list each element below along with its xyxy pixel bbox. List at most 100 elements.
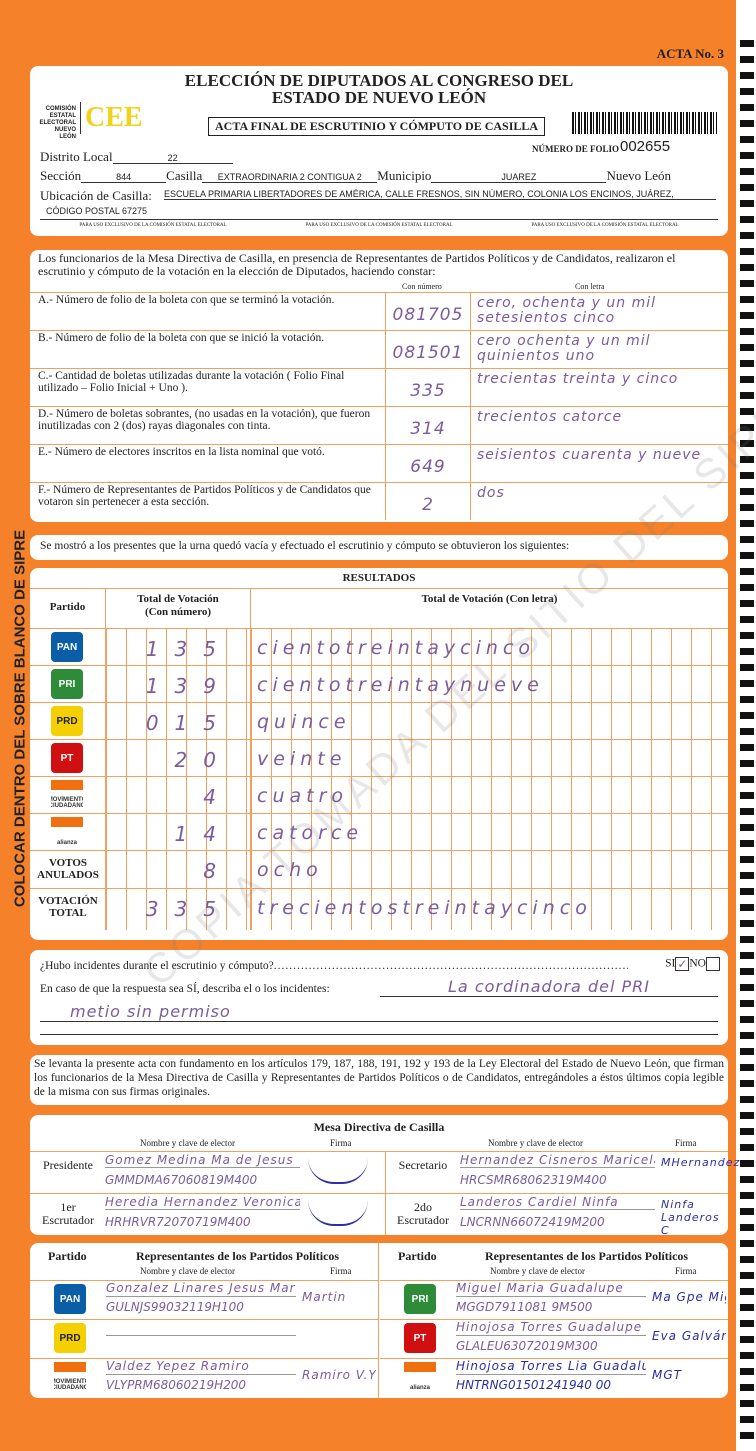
result-letter: catorce [257, 822, 364, 844]
estado: Nuevo León [606, 168, 672, 183]
mesa-title: Mesa Directiva de Casilla [313, 1120, 445, 1134]
firma-header: Firma [675, 1138, 697, 1148]
timing-mark [740, 520, 754, 527]
incident-describe: En caso de que la respuesta sea SÍ, desc… [40, 983, 330, 995]
item-row: D.- Número de boletas sobrantes, (no usa… [30, 406, 728, 444]
municipio-label: Municipio [377, 168, 432, 183]
result-number: 20 [174, 748, 232, 772]
role-secretario: Secretario [398, 1158, 448, 1172]
timing-mark [740, 984, 754, 991]
item-row: B.- Número de folio de la boleta con que… [30, 330, 728, 368]
casilla-value: EXTRAORDINARIA 2 CONTIGUA 2 [202, 172, 378, 183]
h-partido: Partido [49, 601, 86, 613]
timing-mark [740, 424, 754, 431]
item-letter: trecientos catorce [477, 409, 623, 425]
party-logo-pri: PRI [51, 669, 83, 699]
rep-partido-header: Partido [398, 1249, 437, 1263]
dot-leader: ........................................… [273, 960, 628, 972]
timing-mark [740, 1176, 754, 1183]
rep-partido-header: Partido [48, 1249, 87, 1263]
rep-name: Hinojosa Torres Lia Guadalupe [456, 1359, 646, 1375]
role-presidente: Presidente [43, 1158, 93, 1172]
timing-mark [740, 456, 754, 463]
timing-mark [740, 744, 754, 751]
timing-mark [740, 728, 754, 735]
no-label: NO [689, 957, 706, 970]
result-number: 139 [145, 674, 232, 698]
rep-signature: MGT [652, 1368, 682, 1382]
timing-mark [740, 920, 754, 927]
party-logo-pan: PAN [54, 1284, 86, 1314]
result-label: VOTOS ANULADOS [37, 857, 99, 881]
result-letter: cientotreintaycinco [257, 637, 535, 659]
result-letter: ocho [257, 859, 323, 881]
timing-mark [740, 56, 754, 63]
item-label: E.- Número de electores inscritos en la … [38, 446, 325, 458]
item-row: C.- Cantidad de boletas utilizadas duran… [30, 368, 728, 406]
timing-mark [740, 536, 754, 543]
timing-mark [740, 376, 754, 383]
incident-line3 [40, 1034, 718, 1035]
timing-mark [740, 1256, 754, 1263]
timing-mark [740, 1240, 754, 1247]
timing-mark [740, 1192, 754, 1199]
ubicacion-line2: CÓDIGO POSTAL 67275 [46, 206, 148, 216]
party-logo-alianza: alianza [404, 1362, 436, 1392]
secretario-clave: HRCSMR68062319M400 [460, 1173, 607, 1187]
rep-firma-header: Firma [330, 1266, 352, 1276]
legal-panel: Se levanta la presente acta con fundamen… [30, 1055, 728, 1105]
rep-clave: VLYPRM68060219H200 [106, 1378, 247, 1392]
nombre-header: Nombre y clave de elector [488, 1138, 583, 1148]
escrutador1-clave: HRHRVR72070719M400 [105, 1215, 251, 1229]
results-title: RESULTADOS [342, 572, 416, 584]
party-logo-movimiento-ciudadano: MOVIMIENTO CIUDADANO [51, 780, 83, 810]
result-number: 14 [174, 822, 232, 846]
timing-mark [740, 344, 754, 351]
result-number: 335 [145, 897, 232, 921]
timing-mark [740, 1096, 754, 1103]
timing-mark [740, 872, 754, 879]
timing-mark [740, 1016, 754, 1023]
result-row: VOTOS ANULADOS 8 ocho [30, 850, 728, 888]
timing-mark [740, 632, 754, 639]
rep-name: Gonzalez Linares Jesus Martin [106, 1281, 296, 1297]
timing-mark [740, 392, 754, 399]
timing-mark [740, 1048, 754, 1055]
timing-mark [740, 1432, 754, 1439]
timing-mark [740, 776, 754, 783]
timing-mark [740, 184, 754, 191]
timing-mark [740, 1160, 754, 1167]
secretario-name: Hernandez Cisneros Maricela [460, 1153, 655, 1168]
role-escrutador2: 2do Escrutador [397, 1200, 449, 1227]
rep-title: Representantes de los Partidos Políticos [136, 1249, 340, 1263]
municipio-value: JUAREZ [431, 172, 607, 183]
party-logo-pri: PRI [404, 1284, 436, 1314]
result-row: PRD 015 quince [30, 702, 728, 739]
item-number: 081705 [392, 305, 464, 325]
rep-nombre-header: Nombre y clave de elector [140, 1266, 235, 1276]
party-logo-prd: PRD [51, 706, 83, 736]
result-row: alianza 14 catorce [30, 813, 728, 850]
timing-mark [740, 72, 754, 79]
rep-name [106, 1320, 296, 1336]
result-label: VOTACIÓN TOTAL [38, 895, 98, 919]
title: ELECCIÓN DE DIPUTADOS AL CONGRESO DEL ES… [30, 72, 728, 106]
timing-mark [740, 216, 754, 223]
timing-mark [740, 120, 754, 127]
party-logo-pt: PT [404, 1323, 436, 1353]
si-checkbox[interactable]: ✓ [675, 957, 690, 971]
header-panel: ELECCIÓN DE DIPUTADOS AL CONGRESO DEL ES… [30, 66, 728, 236]
timing-mark [740, 1000, 754, 1007]
seccion-label: Sección [40, 168, 82, 183]
timing-mark [740, 232, 754, 239]
acta-number: ACTA No. 3 [656, 46, 724, 61]
items-panel: Los funcionarios de la Mesa Directiva de… [30, 250, 728, 522]
item-number: 081501 [392, 343, 464, 363]
timing-mark [740, 104, 754, 111]
timing-mark [740, 1224, 754, 1231]
rep-name: Valdez Yepez Ramiro [106, 1359, 296, 1375]
no-checkbox[interactable] [706, 957, 720, 971]
distrito-label: Distrito Local [40, 149, 113, 164]
result-number: 8 [203, 859, 232, 883]
timing-mark [740, 856, 754, 863]
